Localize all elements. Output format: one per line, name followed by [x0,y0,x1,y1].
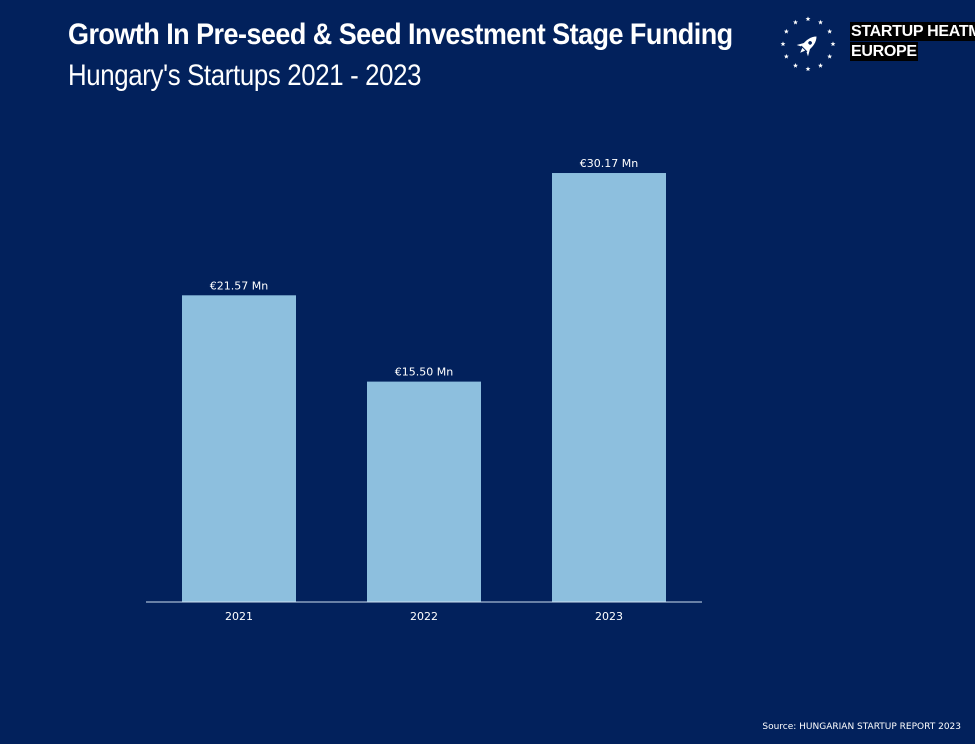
logo-star [818,63,823,68]
brand-line-1: STARTUP HEATMAP [850,22,975,41]
logo-star [783,53,789,59]
logo-star [793,19,798,25]
logo-star [780,41,786,47]
chart-subtitle: Hungary's Startups 2021 - 2023 [68,59,422,92]
logo-star [830,41,836,47]
logo-star [805,16,811,22]
x-tick-label-2023: 2023 [595,610,623,623]
rocket-logo-icon [780,16,836,72]
logo-star [827,53,833,59]
brand-wordmark: STARTUP HEATMAP EUROPE [850,22,975,62]
logo-star [793,63,798,68]
x-tick-label-2022: 2022 [410,610,438,623]
brand-line-2: EUROPE [850,42,918,61]
source-note: Source: HUNGARIAN STARTUP REPORT 2023 [762,722,961,732]
data-label-2022: €15.50 Mn [395,366,453,379]
bar-2022 [367,381,481,602]
logo-star [827,28,833,34]
x-tick-label-2021: 2021 [225,610,253,623]
bar-2021 [182,295,296,602]
chart-title: Growth In Pre-seed & Seed Investment Sta… [68,18,733,51]
bar-2023 [552,173,666,602]
logo-star [818,19,823,25]
logo-star [783,28,789,34]
data-label-2021: €21.57 Mn [210,279,268,292]
data-label-2023: €30.17 Mn [580,157,638,170]
logo-star [805,66,811,72]
